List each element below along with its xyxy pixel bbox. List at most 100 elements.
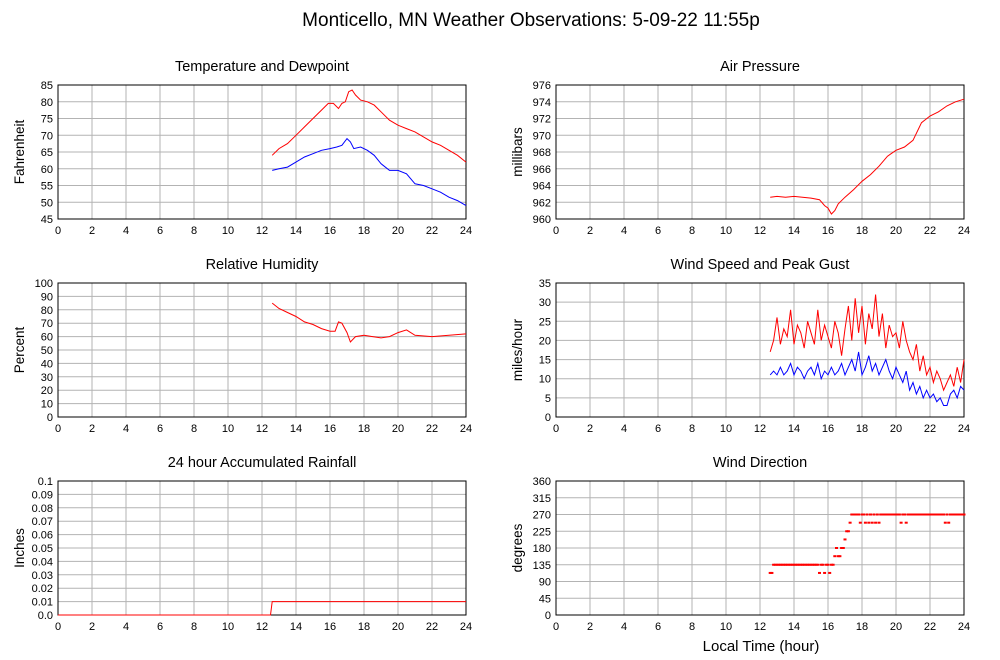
data-point (778, 563, 782, 566)
data-point (952, 513, 956, 516)
y-tick-label: 360 (533, 476, 551, 488)
data-point (865, 513, 869, 516)
y-tick-label: 15 (539, 355, 551, 367)
x-tick-label: 14 (788, 621, 800, 633)
data-point (962, 513, 966, 516)
x-tick-label: 10 (720, 621, 732, 633)
x-tick-label: 18 (856, 225, 868, 237)
data-point (855, 513, 859, 516)
data-point (875, 513, 879, 516)
y-tick-label: 45 (539, 593, 551, 605)
data-point (816, 563, 820, 566)
x-tick-label: 8 (191, 225, 197, 237)
y-tick-label: 20 (41, 385, 53, 397)
x-tick-label: 14 (788, 423, 800, 435)
x-tick-label: 12 (256, 423, 268, 435)
y-tick-label: 65 (41, 147, 53, 159)
x-tick-label: 4 (621, 621, 627, 633)
data-point (935, 513, 939, 516)
data-point (772, 563, 776, 566)
y-tick-label: 85 (41, 80, 53, 92)
data-point (860, 513, 864, 516)
y-tick-label: 0 (545, 412, 551, 424)
x-tick-label: 10 (222, 423, 234, 435)
data-point (823, 571, 827, 574)
y-tick-label: 0 (47, 412, 53, 424)
plot-frame (57, 282, 467, 418)
series-line-1 (770, 98, 965, 215)
data-point (857, 513, 861, 516)
data-point (794, 563, 798, 566)
x-tick-label: 20 (890, 423, 902, 435)
data-point (894, 513, 898, 516)
data-point (845, 530, 849, 533)
data-point (959, 513, 963, 516)
y-axis-label: Fahrenheit (12, 119, 27, 184)
x-tick-label: 22 (426, 225, 438, 237)
x-tick-label: 20 (392, 225, 404, 237)
data-point (940, 513, 944, 516)
x-tick-label: 6 (157, 621, 163, 633)
y-tick-label: 180 (533, 543, 551, 555)
y-tick-label: 30 (41, 372, 53, 384)
data-point (799, 563, 803, 566)
chart-title: 24 hour Accumulated Rainfall (168, 455, 357, 471)
x-tick-label: 18 (358, 225, 370, 237)
y-tick-label: 55 (41, 181, 53, 193)
data-point (891, 513, 895, 516)
data-point (838, 555, 842, 558)
x-tick-label: 22 (426, 423, 438, 435)
y-tick-label: 75 (41, 114, 53, 126)
x-tick-label: 24 (958, 423, 970, 435)
data-point (773, 563, 777, 566)
data-point (811, 563, 815, 566)
y-tick-label: 966 (533, 164, 551, 176)
y-tick-label: 0.0 (38, 610, 53, 622)
data-point (801, 563, 804, 566)
x-tick-label: 18 (358, 423, 370, 435)
x-tick-label: 12 (256, 621, 268, 633)
chart-title: Wind Speed and Peak Gust (671, 257, 850, 273)
x-tick-label: 4 (621, 225, 627, 237)
y-tick-label: 0.03 (32, 570, 53, 582)
data-point (869, 513, 872, 516)
y-axis-label: Percent (12, 326, 27, 373)
data-point (948, 513, 952, 516)
plot-frame (57, 84, 467, 220)
x-tick-label: 2 (587, 225, 593, 237)
chart-title: Relative Humidity (206, 257, 320, 273)
data-point (942, 513, 946, 516)
x-tick-label: 14 (290, 423, 302, 435)
data-point (954, 513, 957, 516)
x-tick-label: 16 (324, 423, 336, 435)
x-tick-label: 8 (191, 621, 197, 633)
y-axis-label: Inches (12, 528, 27, 568)
data-point (831, 563, 835, 566)
x-tick-label: 16 (324, 225, 336, 237)
data-point (899, 521, 903, 524)
data-point (829, 563, 833, 566)
y-tick-label: 970 (533, 130, 551, 142)
y-tick-label: 80 (41, 305, 53, 317)
data-point (790, 563, 794, 566)
data-point (904, 521, 908, 524)
data-point (884, 513, 888, 516)
x-tick-label: 22 (426, 621, 438, 633)
data-point (914, 513, 918, 516)
data-point (814, 563, 818, 566)
x-tick-label: 20 (392, 621, 404, 633)
y-tick-label: 974 (533, 97, 551, 109)
y-tick-label: 0.09 (32, 489, 53, 501)
data-point (896, 513, 900, 516)
x-tick-label: 6 (655, 621, 661, 633)
y-tick-label: 10 (41, 399, 53, 411)
data-point (911, 513, 915, 516)
data-point (780, 563, 784, 566)
data-point (903, 513, 906, 516)
chart-title: Wind Direction (713, 455, 807, 471)
data-point (945, 513, 949, 516)
data-point (804, 563, 808, 566)
y-tick-label: 962 (533, 197, 551, 209)
